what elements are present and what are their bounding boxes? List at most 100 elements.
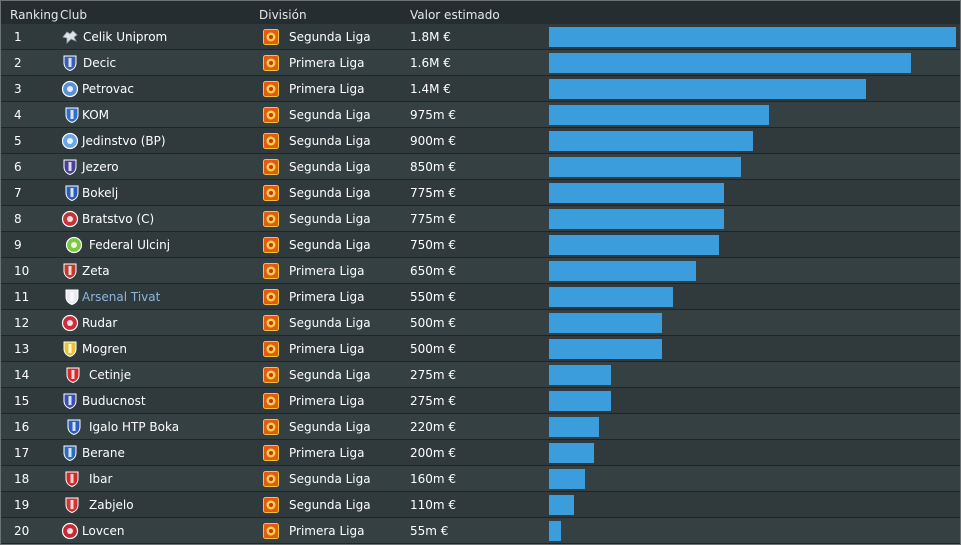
club-name-link[interactable]: Petrovac <box>82 82 134 96</box>
shield-crest-icon[interactable] <box>65 418 83 436</box>
division-link[interactable]: Primera Liga <box>289 290 365 304</box>
table-row[interactable]: 2 Decic Primera Liga 1.6M € <box>1 50 960 76</box>
table-row[interactable]: 17 Berane Primera Liga 200m € <box>1 440 960 466</box>
division-icon[interactable] <box>263 29 279 45</box>
club-name-link[interactable]: Bratstvo (C) <box>82 212 155 226</box>
round-crest-icon[interactable] <box>61 80 79 98</box>
division-icon[interactable] <box>263 471 279 487</box>
division-link[interactable]: Segunda Liga <box>289 316 371 330</box>
shield-crest-icon[interactable] <box>61 392 79 410</box>
division-link[interactable]: Segunda Liga <box>289 368 371 382</box>
table-row[interactable]: 15 Buducnost Primera Liga 275m € <box>1 388 960 414</box>
division-link[interactable]: Segunda Liga <box>289 30 371 44</box>
club-name-link[interactable]: Cetinje <box>89 368 132 382</box>
division-icon[interactable] <box>263 419 279 435</box>
shield-crest-icon[interactable] <box>63 496 81 514</box>
shield-crest-icon[interactable] <box>63 184 81 202</box>
column-header-division[interactable]: División <box>259 8 307 22</box>
division-icon[interactable] <box>263 341 279 357</box>
club-name-link[interactable]: Rudar <box>82 316 118 330</box>
table-row[interactable]: 1 Celik Uniprom Segunda Liga 1.8M € <box>1 24 960 50</box>
club-name-link[interactable]: Buducnost <box>82 394 146 408</box>
division-icon[interactable] <box>263 159 279 175</box>
division-icon[interactable] <box>263 55 279 71</box>
division-link[interactable]: Primera Liga <box>289 446 365 460</box>
club-name-link[interactable]: Federal Ulcinj <box>89 238 171 252</box>
club-name-link[interactable]: Igalo HTP Boka <box>89 420 180 434</box>
column-header-value[interactable]: Valor estimado <box>410 8 500 22</box>
round-crest-icon[interactable] <box>61 132 79 150</box>
club-name-link[interactable]: Jezero <box>82 160 119 174</box>
division-icon[interactable] <box>263 237 279 253</box>
division-link[interactable]: Primera Liga <box>289 524 365 538</box>
shield-crest-icon[interactable] <box>61 54 79 72</box>
division-icon[interactable] <box>263 185 279 201</box>
club-name-link[interactable]: Berane <box>82 446 125 460</box>
division-icon[interactable] <box>263 315 279 331</box>
table-row[interactable]: 18 Ibar Segunda Liga 160m € <box>1 466 960 492</box>
shield-crest-icon[interactable] <box>64 366 82 384</box>
division-link[interactable]: Segunda Liga <box>289 498 371 512</box>
division-icon[interactable] <box>263 81 279 97</box>
division-link[interactable]: Segunda Liga <box>289 160 371 174</box>
table-row[interactable]: 7 Bokelj Segunda Liga 775m € <box>1 180 960 206</box>
shield-crest-icon[interactable] <box>63 106 81 124</box>
table-row[interactable]: 9 Federal Ulcinj Segunda Liga 750m € <box>1 232 960 258</box>
table-row[interactable]: 6 Jezero Segunda Liga 850m € <box>1 154 960 180</box>
division-icon[interactable] <box>263 107 279 123</box>
club-name-link[interactable]: Bokelj <box>82 186 119 200</box>
division-icon[interactable] <box>263 367 279 383</box>
column-header-club[interactable]: Club <box>60 8 87 22</box>
division-link[interactable]: Segunda Liga <box>289 108 371 122</box>
division-link[interactable]: Segunda Liga <box>289 186 371 200</box>
division-icon[interactable] <box>263 497 279 513</box>
club-name-link[interactable]: Jedinstvo (BP) <box>82 134 166 148</box>
division-link[interactable]: Segunda Liga <box>289 420 371 434</box>
table-row[interactable]: 3 Petrovac Primera Liga 1.4M € <box>1 76 960 102</box>
table-row[interactable]: 20 Lovcen Primera Liga 55m € <box>1 518 960 544</box>
division-link[interactable]: Segunda Liga <box>289 472 371 486</box>
division-icon[interactable] <box>263 393 279 409</box>
shield-crest-icon[interactable] <box>63 470 81 488</box>
division-link[interactable]: Primera Liga <box>289 342 365 356</box>
division-link[interactable]: Segunda Liga <box>289 212 371 226</box>
club-name-link[interactable]: Ibar <box>89 472 113 486</box>
division-icon[interactable] <box>263 523 279 539</box>
club-name-link[interactable]: Decic <box>83 56 117 70</box>
club-name-link[interactable]: Zabjelo <box>89 498 134 512</box>
round-crest-icon[interactable] <box>61 210 79 228</box>
horse-crest-icon[interactable] <box>61 28 79 46</box>
table-row[interactable]: 19 Zabjelo Segunda Liga 110m € <box>1 492 960 518</box>
division-link[interactable]: Primera Liga <box>289 82 365 96</box>
division-icon[interactable] <box>263 133 279 149</box>
table-row[interactable]: 4 KOM Segunda Liga 975m € <box>1 102 960 128</box>
shield-crest-icon[interactable] <box>61 444 79 462</box>
club-name-link[interactable]: Celik Uniprom <box>83 30 168 44</box>
club-name-link[interactable]: Zeta <box>82 264 110 278</box>
club-name-link[interactable]: Arsenal Tivat <box>82 290 161 304</box>
table-row[interactable]: 12 Rudar Segunda Liga 500m € <box>1 310 960 336</box>
table-row[interactable]: 8 Bratstvo (C) Segunda Liga 775m € <box>1 206 960 232</box>
table-row[interactable]: 11 Arsenal Tivat Primera Liga 550m € <box>1 284 960 310</box>
table-row[interactable]: 14 Cetinje Segunda Liga 275m € <box>1 362 960 388</box>
club-name-link[interactable]: KOM <box>82 108 110 122</box>
column-header-ranking[interactable]: Ranking <box>10 8 59 22</box>
shield-crest-icon[interactable] <box>61 340 79 358</box>
club-name-link[interactable]: Lovcen <box>82 524 125 538</box>
table-row[interactable]: 13 Mogren Primera Liga 500m € <box>1 336 960 362</box>
division-icon[interactable] <box>263 263 279 279</box>
division-link[interactable]: Primera Liga <box>289 56 365 70</box>
division-link[interactable]: Primera Liga <box>289 264 365 278</box>
table-row[interactable]: 5 Jedinstvo (BP) Segunda Liga 900m € <box>1 128 960 154</box>
division-icon[interactable] <box>263 211 279 227</box>
table-row[interactable]: 16 Igalo HTP Boka Segunda Liga 220m € <box>1 414 960 440</box>
division-link[interactable]: Segunda Liga <box>289 238 371 252</box>
round-crest-icon[interactable] <box>61 522 79 540</box>
round-crest-icon[interactable] <box>61 314 79 332</box>
shield-crest-icon[interactable] <box>61 158 79 176</box>
division-icon[interactable] <box>263 445 279 461</box>
club-name-link[interactable]: Mogren <box>82 342 127 356</box>
round-crest-icon[interactable] <box>65 236 83 254</box>
shield-crest-icon[interactable] <box>63 288 81 306</box>
shield-crest-icon[interactable] <box>61 262 79 280</box>
